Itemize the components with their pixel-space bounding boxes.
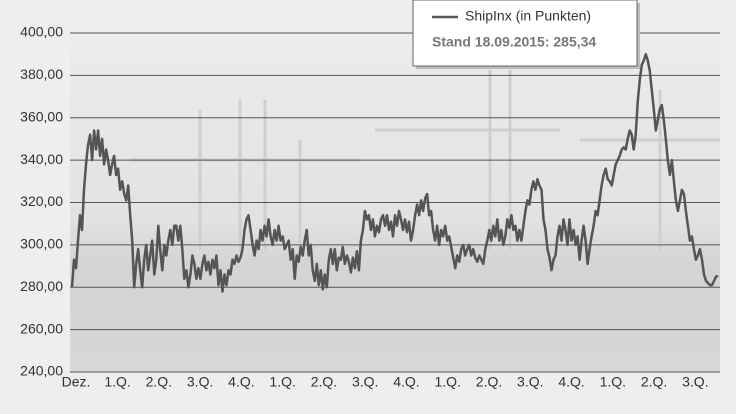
legend-label: ShipInx (in Punkten) bbox=[465, 8, 591, 24]
x-tick-label: 2.Q. bbox=[641, 374, 667, 390]
y-tick-label: 340,00 bbox=[20, 151, 63, 167]
y-tick-label: 260,00 bbox=[20, 320, 63, 336]
x-tick-label: 2.Q. bbox=[146, 374, 172, 390]
x-tick-label: 3.Q. bbox=[517, 374, 543, 390]
x-tick-label: 4.Q. bbox=[393, 374, 419, 390]
x-tick-label: 1.Q. bbox=[435, 374, 461, 390]
x-tick-label: 3.Q. bbox=[187, 374, 213, 390]
y-tick-label: 240,00 bbox=[20, 363, 63, 379]
y-tick-label: 280,00 bbox=[20, 278, 63, 294]
x-tick-label: 3.Q. bbox=[682, 374, 708, 390]
y-tick-label: 300,00 bbox=[20, 236, 63, 252]
x-tick-label: 3.Q. bbox=[352, 374, 378, 390]
x-tick-label: 2.Q. bbox=[476, 374, 502, 390]
y-tick-label: 360,00 bbox=[20, 108, 63, 124]
y-tick-label: 400,00 bbox=[20, 24, 63, 40]
series-line bbox=[70, 52, 719, 293]
water bbox=[70, 255, 720, 372]
annotation: Stand 18.09.2015: 285,34 bbox=[432, 34, 596, 50]
legend-box bbox=[412, 0, 638, 67]
x-tick-label: Dez. bbox=[62, 374, 91, 390]
x-tick-label: 4.Q. bbox=[228, 374, 254, 390]
legend: ShipInx (in Punkten) Stand 18.09.2015: 2… bbox=[412, 0, 640, 69]
x-tick-label: 1.Q. bbox=[600, 374, 626, 390]
x-tick-label: 1.Q. bbox=[104, 374, 130, 390]
x-tick-label: 2.Q. bbox=[311, 374, 337, 390]
x-tick-label: 1.Q. bbox=[269, 374, 295, 390]
y-tick-label: 320,00 bbox=[20, 193, 63, 209]
y-tick-label: 380,00 bbox=[20, 66, 63, 82]
x-tick-label: 4.Q. bbox=[558, 374, 584, 390]
